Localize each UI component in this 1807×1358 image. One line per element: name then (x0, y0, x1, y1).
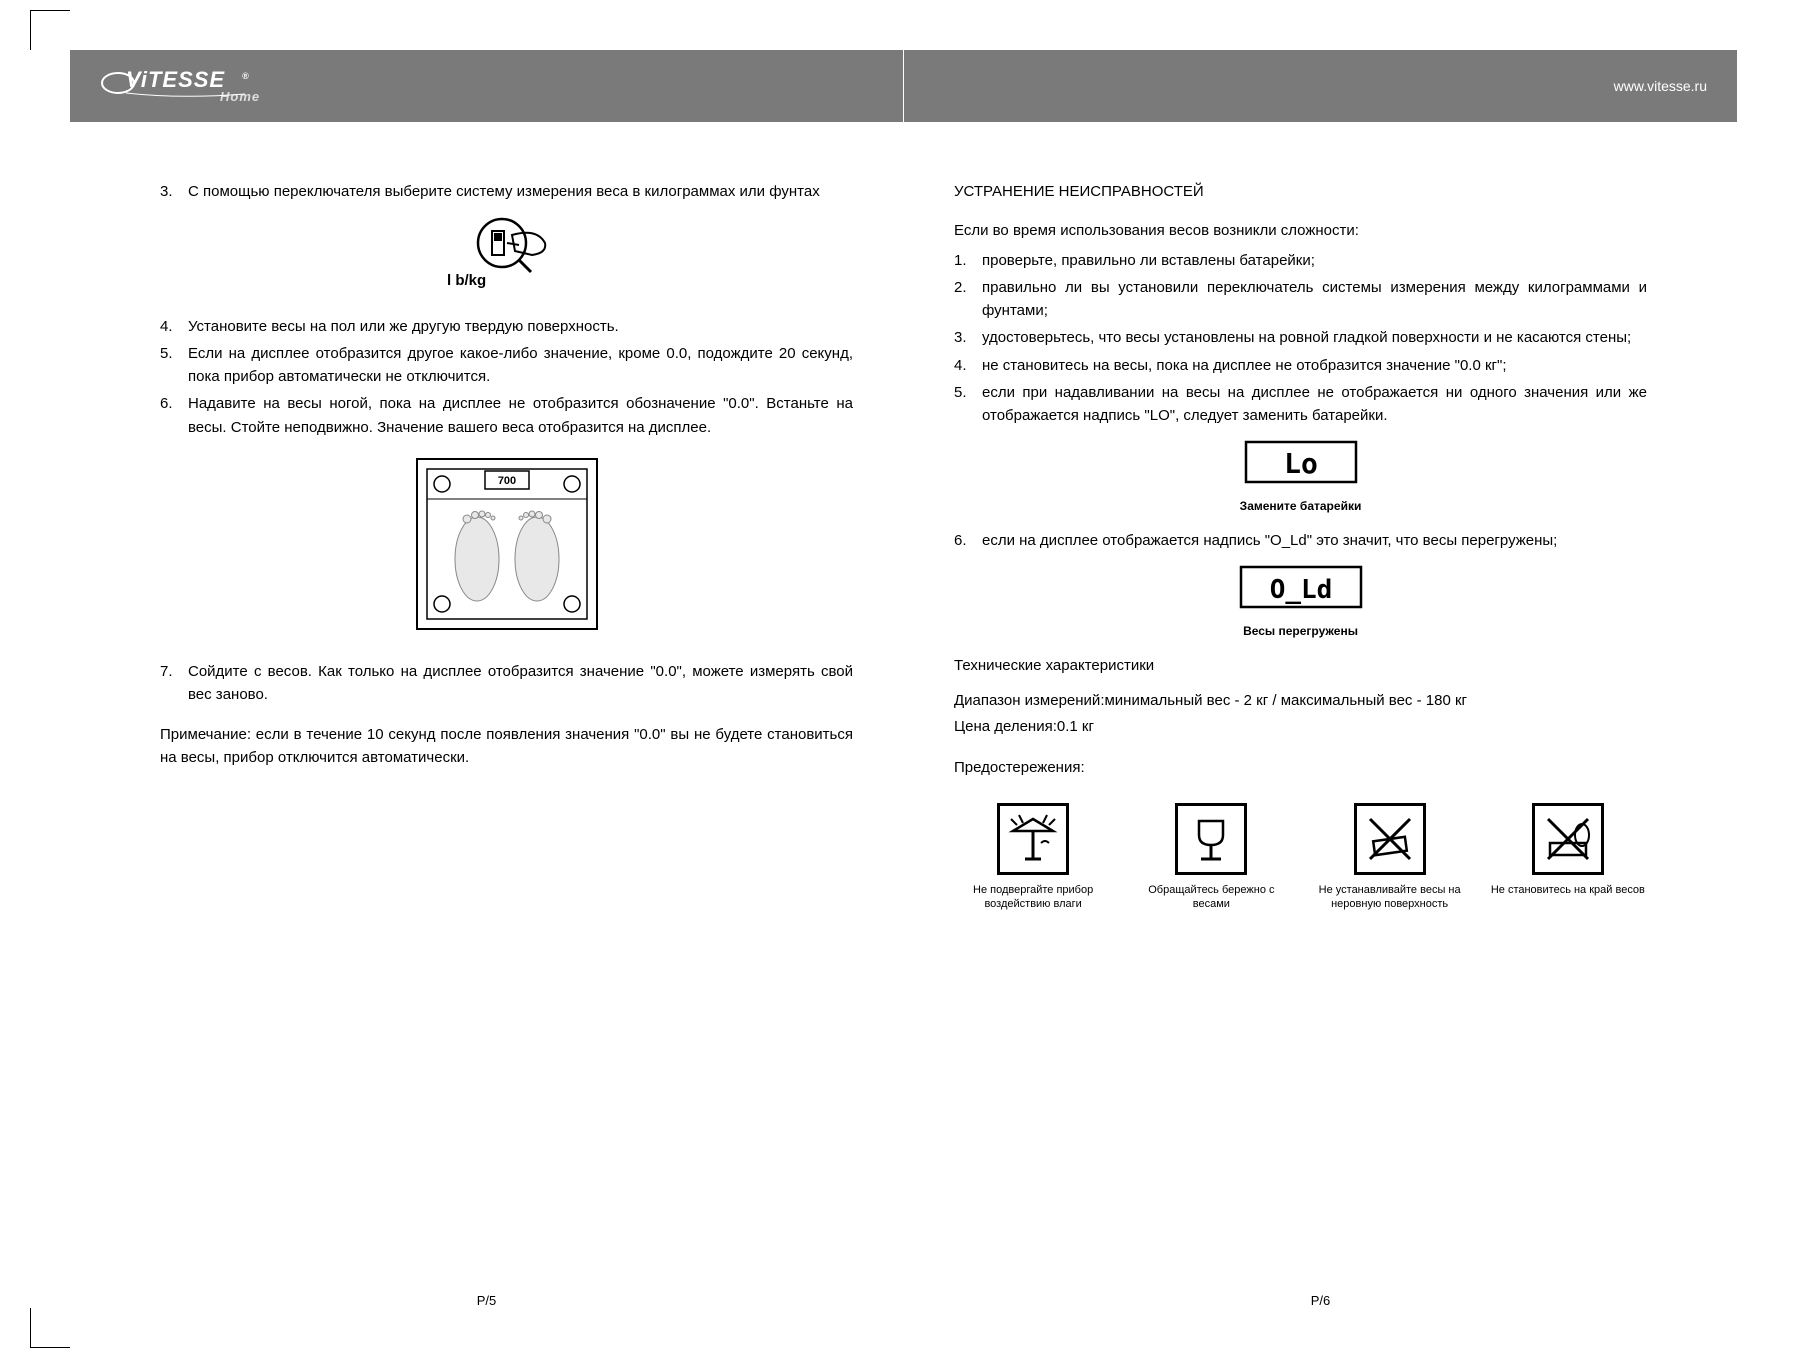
right-content: УСТРАНЕНИЕ НЕИСПРАВНОСТЕЙ Если во время … (954, 180, 1647, 1268)
troubleshooting-item: 1.проверьте, правильно ли вставлены бата… (954, 249, 1647, 272)
moisture-icon (997, 803, 1069, 875)
svg-text:Home: Home (220, 89, 260, 104)
troubleshooting-title: УСТРАНЕНИЕ НЕИСПРАВНОСТЕЙ (954, 180, 1647, 203)
instruction-list-left-3: 7.Сойдите с весов. Как только на дисплее… (160, 660, 853, 707)
specs-division: Цена деления:0.1 кг (954, 715, 1647, 738)
warning-uneven: Не устанавливайте весы на неровную повер… (1311, 803, 1469, 912)
intro-line: Если во время использования весов возник… (954, 219, 1647, 242)
page-left: ViTESSE ® Home 3.С помощью переключателя… (70, 30, 904, 1328)
switch-figure: l b/kg (160, 213, 853, 300)
header-right: www.vitesse.ru (904, 50, 1737, 122)
header-left: ViTESSE ® Home (70, 50, 903, 122)
instruction-item: 5.Если на дисплее отобразится другое как… (160, 342, 853, 389)
vitesse-logo: ViTESSE ® Home (100, 61, 270, 112)
warnings-title: Предостережения: (954, 756, 1647, 779)
specs-block: Диапазон измерений:минимальный вес - 2 к… (954, 689, 1647, 738)
instruction-list-left: 3.С помощью переключателя выберите систе… (160, 180, 853, 203)
uneven-icon (1354, 803, 1426, 875)
warning-label: Не подвергайте прибор воздействию влаги (954, 883, 1112, 912)
troubleshooting-list: 1.проверьте, правильно ли вставлены бата… (954, 249, 1647, 428)
troubleshooting-item: 5.если при надавливании на весы на диспл… (954, 381, 1647, 428)
warning-moisture: Не подвергайте прибор воздействию влаги (954, 803, 1112, 912)
note-text: Примечание: если в течение 10 секунд пос… (160, 723, 853, 770)
troubleshooting-item: 4.не становитесь на весы, пока на диспле… (954, 354, 1647, 377)
troubleshooting-item: 6.если на дисплее отображается надпись "… (954, 529, 1647, 552)
warnings-row: Не подвергайте прибор воздействию влаги … (954, 803, 1647, 912)
svg-text:®: ® (242, 71, 250, 81)
page-right: www.vitesse.ru УСТРАНЕНИЕ НЕИСПРАВНОСТЕЙ… (904, 30, 1737, 1328)
instruction-item: 6.Надавите на весы ногой, пока на диспле… (160, 392, 853, 439)
warning-fragile: Обращайтесь бережно с весами (1132, 803, 1290, 912)
specs-title: Технические характеристики (954, 654, 1647, 677)
header-url: www.vitesse.ru (1614, 78, 1707, 94)
old-caption: Весы перегружены (954, 622, 1647, 641)
svg-text:ViTESSE: ViTESSE (126, 67, 225, 92)
troubleshooting-list-2: 6.если на дисплее отображается надпись "… (954, 529, 1647, 552)
svg-text:O_Ld: O_Ld (1269, 575, 1332, 605)
warning-label: Не устанавливайте весы на неровную повер… (1311, 883, 1469, 912)
specs-range: Диапазон измерений:минимальный вес - 2 к… (954, 689, 1647, 712)
lo-caption: Замените батарейки (954, 497, 1647, 516)
svg-text:700: 700 (497, 475, 515, 487)
instruction-item: 4.Установите весы на пол или же другую т… (160, 315, 853, 338)
troubleshooting-item: 3.удостоверьтесь, что весы установлены н… (954, 326, 1647, 349)
warning-label: Не становитесь на край весов (1489, 883, 1647, 897)
page-spread: ViTESSE ® Home 3.С помощью переключателя… (70, 30, 1737, 1328)
page-number-left: P/5 (70, 1293, 903, 1308)
instruction-item: 3.С помощью переключателя выберите систе… (160, 180, 853, 203)
svg-text:l b/kg: l b/kg (447, 272, 486, 289)
warning-label: Обращайтесь бережно с весами (1132, 883, 1290, 912)
troubleshooting-item: 2.правильно ли вы установили переключате… (954, 276, 1647, 323)
edge-icon (1532, 803, 1604, 875)
old-display-figure: O_Ld Весы перегружены (954, 562, 1647, 640)
left-content: 3.С помощью переключателя выберите систе… (160, 180, 853, 1268)
svg-text:Lo: Lo (1284, 447, 1318, 480)
scale-figure: 700 (160, 449, 853, 646)
instruction-list-left-2: 4.Установите весы на пол или же другую т… (160, 315, 853, 439)
fragile-icon (1175, 803, 1247, 875)
warning-edge: Не становитесь на край весов (1489, 803, 1647, 912)
lo-display-figure: Lo Замените батарейки (954, 437, 1647, 515)
instruction-item: 7.Сойдите с весов. Как только на дисплее… (160, 660, 853, 707)
page-number-right: P/6 (904, 1293, 1737, 1308)
